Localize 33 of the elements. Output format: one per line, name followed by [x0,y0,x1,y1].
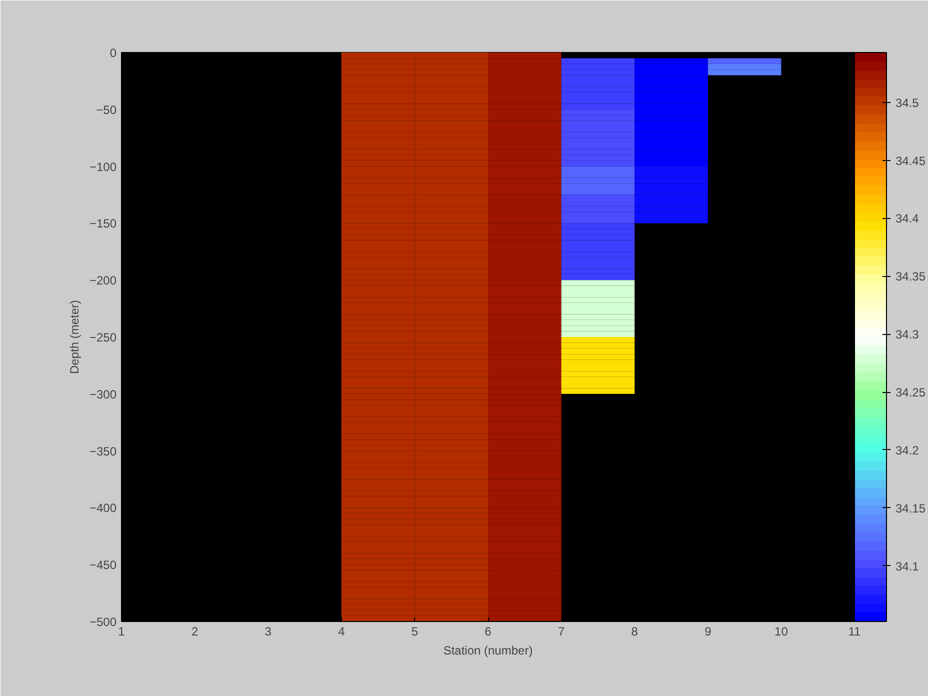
x-tick-label: 4 [338,624,346,638]
x-tick-label: 5 [411,624,418,638]
x-tick-label: 11 [848,624,862,638]
y-tick-label: −500 [89,615,117,629]
color-bar-label: 34.45 [896,154,926,168]
y-tick-label: −300 [89,387,117,402]
x-tick-label: 3 [264,624,272,638]
x-tick-label: 10 [774,624,788,638]
y-tick-label: −400 [89,501,117,516]
x-tick-label: 6 [484,624,492,638]
color-bar-label: 34.2 [896,443,920,458]
x-axis-title: Station (number) [443,644,533,658]
x-tick-label: 1 [118,624,126,638]
y-tick-label: −350 [89,444,117,458]
color-bar-label: 34.3 [896,328,920,342]
color-bar-label: 34.25 [896,386,926,400]
color-bar-label: 34.1 [896,559,920,574]
y-tick-label: −100 [89,160,117,174]
x-tick-label: 9 [704,624,712,638]
color-bar-label: 34.35 [896,270,926,284]
y-tick-label: −200 [89,274,117,288]
y-tick-label: −50 [96,102,117,117]
x-tick-label: 2 [191,624,198,638]
y-tick-label: −150 [89,216,117,231]
y-axis-title: Depth (meter) [67,300,82,374]
y-tick-label: 0 [110,46,117,60]
y-tick-label: −450 [89,558,117,572]
x-tick-label: 8 [631,624,638,638]
x-tick-label: 7 [558,624,565,638]
color-bar-label: 34.4 [896,212,920,226]
color-bar-label: 34.5 [896,96,920,110]
y-tick-label: −250 [89,330,117,344]
color-bar-label: 34.15 [896,501,926,516]
